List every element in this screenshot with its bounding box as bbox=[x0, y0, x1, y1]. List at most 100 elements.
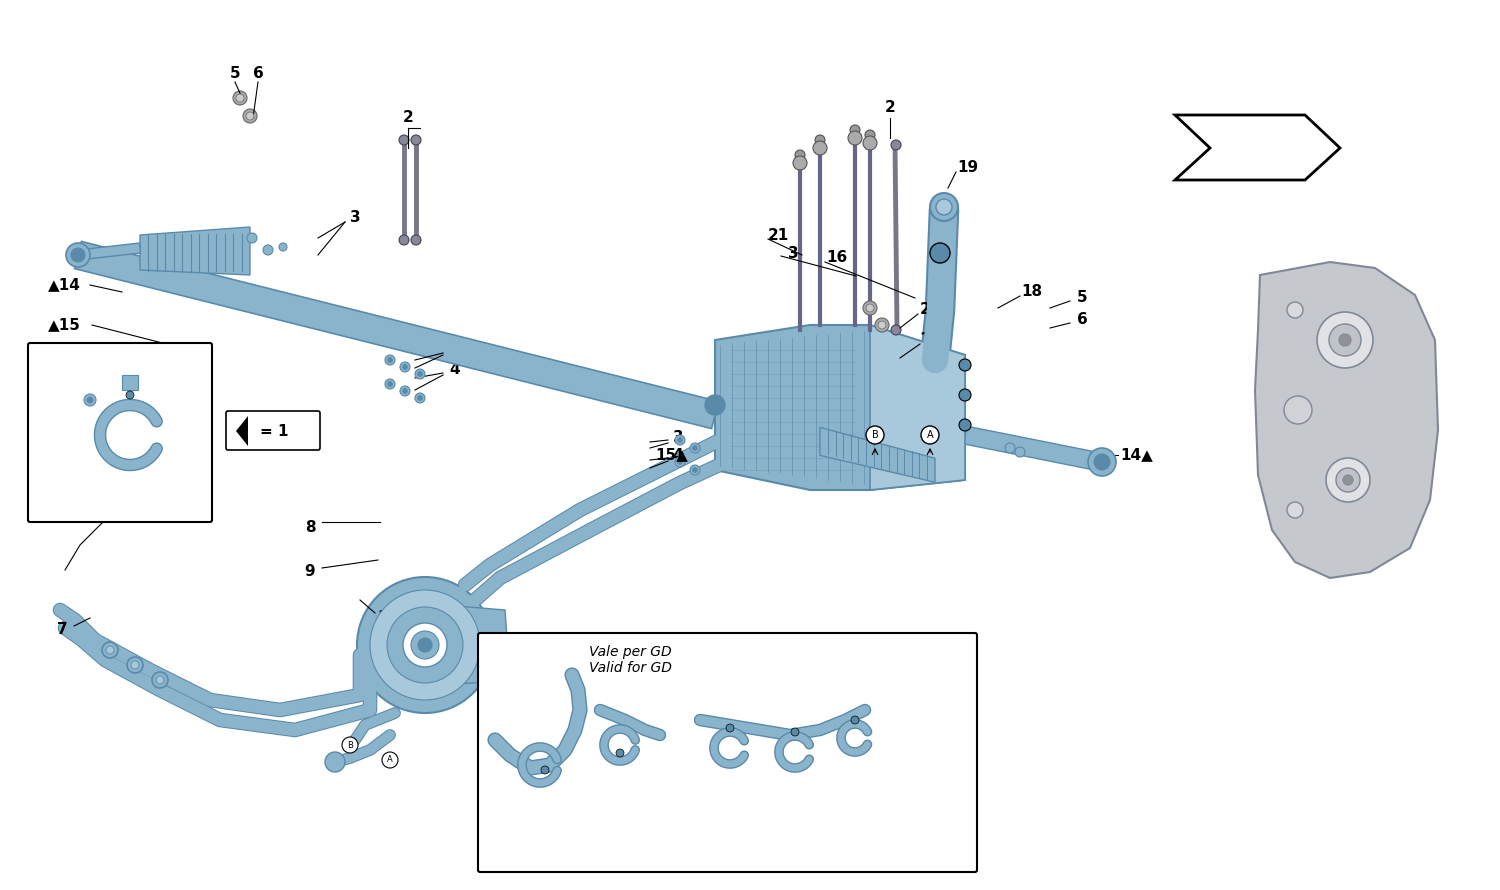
Circle shape bbox=[236, 94, 244, 102]
Text: 7: 7 bbox=[522, 846, 532, 860]
Circle shape bbox=[326, 752, 345, 772]
Polygon shape bbox=[78, 243, 141, 260]
Circle shape bbox=[921, 426, 939, 444]
Text: 6: 6 bbox=[252, 66, 264, 80]
Text: 4: 4 bbox=[450, 362, 460, 377]
Text: 3: 3 bbox=[788, 246, 798, 261]
Text: 2: 2 bbox=[402, 110, 414, 125]
Text: 8: 8 bbox=[304, 520, 315, 535]
Text: 18: 18 bbox=[1022, 285, 1042, 300]
Circle shape bbox=[542, 766, 549, 774]
Circle shape bbox=[342, 737, 358, 753]
Circle shape bbox=[400, 386, 410, 396]
Circle shape bbox=[152, 672, 168, 688]
Circle shape bbox=[678, 459, 682, 465]
Circle shape bbox=[106, 646, 114, 654]
Text: 22: 22 bbox=[678, 846, 698, 860]
Text: 13: 13 bbox=[378, 611, 399, 626]
Text: Vale per GD: Vale per GD bbox=[588, 645, 672, 659]
Text: 20: 20 bbox=[920, 303, 940, 318]
Circle shape bbox=[795, 150, 806, 160]
Polygon shape bbox=[716, 325, 964, 490]
Circle shape bbox=[130, 661, 140, 669]
Circle shape bbox=[1342, 475, 1353, 485]
Text: 23: 23 bbox=[708, 846, 728, 860]
FancyBboxPatch shape bbox=[226, 411, 320, 450]
Circle shape bbox=[386, 355, 394, 365]
Circle shape bbox=[243, 109, 256, 123]
Text: 3: 3 bbox=[672, 430, 684, 444]
Polygon shape bbox=[140, 227, 250, 275]
Text: 4: 4 bbox=[672, 448, 684, 463]
Circle shape bbox=[1336, 468, 1360, 492]
Text: 26: 26 bbox=[741, 846, 759, 860]
Circle shape bbox=[705, 395, 724, 415]
Text: A: A bbox=[927, 430, 933, 440]
Circle shape bbox=[891, 325, 902, 335]
Circle shape bbox=[1326, 458, 1370, 502]
Circle shape bbox=[865, 426, 883, 444]
Text: 5: 5 bbox=[230, 66, 240, 80]
Circle shape bbox=[675, 457, 686, 467]
Circle shape bbox=[370, 590, 480, 700]
Text: 5: 5 bbox=[1077, 290, 1088, 305]
Text: 27: 27 bbox=[489, 846, 507, 860]
Circle shape bbox=[1340, 334, 1352, 346]
Polygon shape bbox=[446, 605, 510, 685]
Circle shape bbox=[1094, 454, 1110, 470]
Circle shape bbox=[847, 131, 862, 145]
Text: B: B bbox=[871, 430, 879, 440]
Circle shape bbox=[865, 304, 874, 312]
Text: 2: 2 bbox=[885, 101, 896, 116]
Circle shape bbox=[874, 318, 890, 332]
Text: 24: 24 bbox=[676, 631, 696, 645]
Circle shape bbox=[262, 245, 273, 255]
Circle shape bbox=[387, 607, 464, 683]
Circle shape bbox=[815, 135, 825, 145]
Polygon shape bbox=[821, 427, 934, 482]
Circle shape bbox=[387, 358, 393, 362]
Circle shape bbox=[416, 393, 424, 403]
Circle shape bbox=[404, 623, 447, 667]
Circle shape bbox=[693, 446, 698, 450]
Circle shape bbox=[84, 394, 96, 406]
Circle shape bbox=[958, 359, 970, 371]
Circle shape bbox=[930, 193, 958, 221]
Circle shape bbox=[156, 676, 164, 684]
Circle shape bbox=[232, 91, 248, 105]
Circle shape bbox=[958, 419, 970, 431]
Text: 11: 11 bbox=[36, 458, 56, 472]
Text: 15▲: 15▲ bbox=[656, 448, 688, 463]
Circle shape bbox=[930, 243, 950, 263]
Text: 26: 26 bbox=[594, 631, 612, 645]
Circle shape bbox=[279, 243, 286, 251]
Circle shape bbox=[400, 362, 410, 372]
Circle shape bbox=[248, 233, 256, 243]
Circle shape bbox=[399, 235, 410, 245]
Polygon shape bbox=[870, 325, 964, 490]
Circle shape bbox=[865, 130, 874, 140]
Text: 14▲: 14▲ bbox=[1120, 448, 1154, 463]
Text: 3: 3 bbox=[350, 211, 360, 225]
Text: 28: 28 bbox=[614, 846, 633, 860]
Circle shape bbox=[690, 443, 700, 453]
Circle shape bbox=[357, 577, 494, 713]
Circle shape bbox=[1016, 447, 1025, 457]
Circle shape bbox=[790, 728, 800, 736]
Circle shape bbox=[128, 657, 142, 673]
Text: B: B bbox=[346, 740, 352, 749]
Text: 3: 3 bbox=[450, 343, 460, 358]
Text: 26: 26 bbox=[548, 846, 567, 860]
Circle shape bbox=[70, 248, 86, 262]
Circle shape bbox=[850, 125, 859, 135]
Polygon shape bbox=[1256, 262, 1438, 578]
Text: 26: 26 bbox=[528, 631, 548, 645]
Text: 17: 17 bbox=[920, 333, 940, 347]
Circle shape bbox=[1284, 396, 1312, 424]
Circle shape bbox=[862, 301, 877, 315]
Circle shape bbox=[1317, 312, 1372, 368]
Circle shape bbox=[411, 135, 422, 145]
Circle shape bbox=[1287, 302, 1304, 318]
Text: 21: 21 bbox=[768, 228, 789, 242]
Circle shape bbox=[417, 395, 423, 401]
